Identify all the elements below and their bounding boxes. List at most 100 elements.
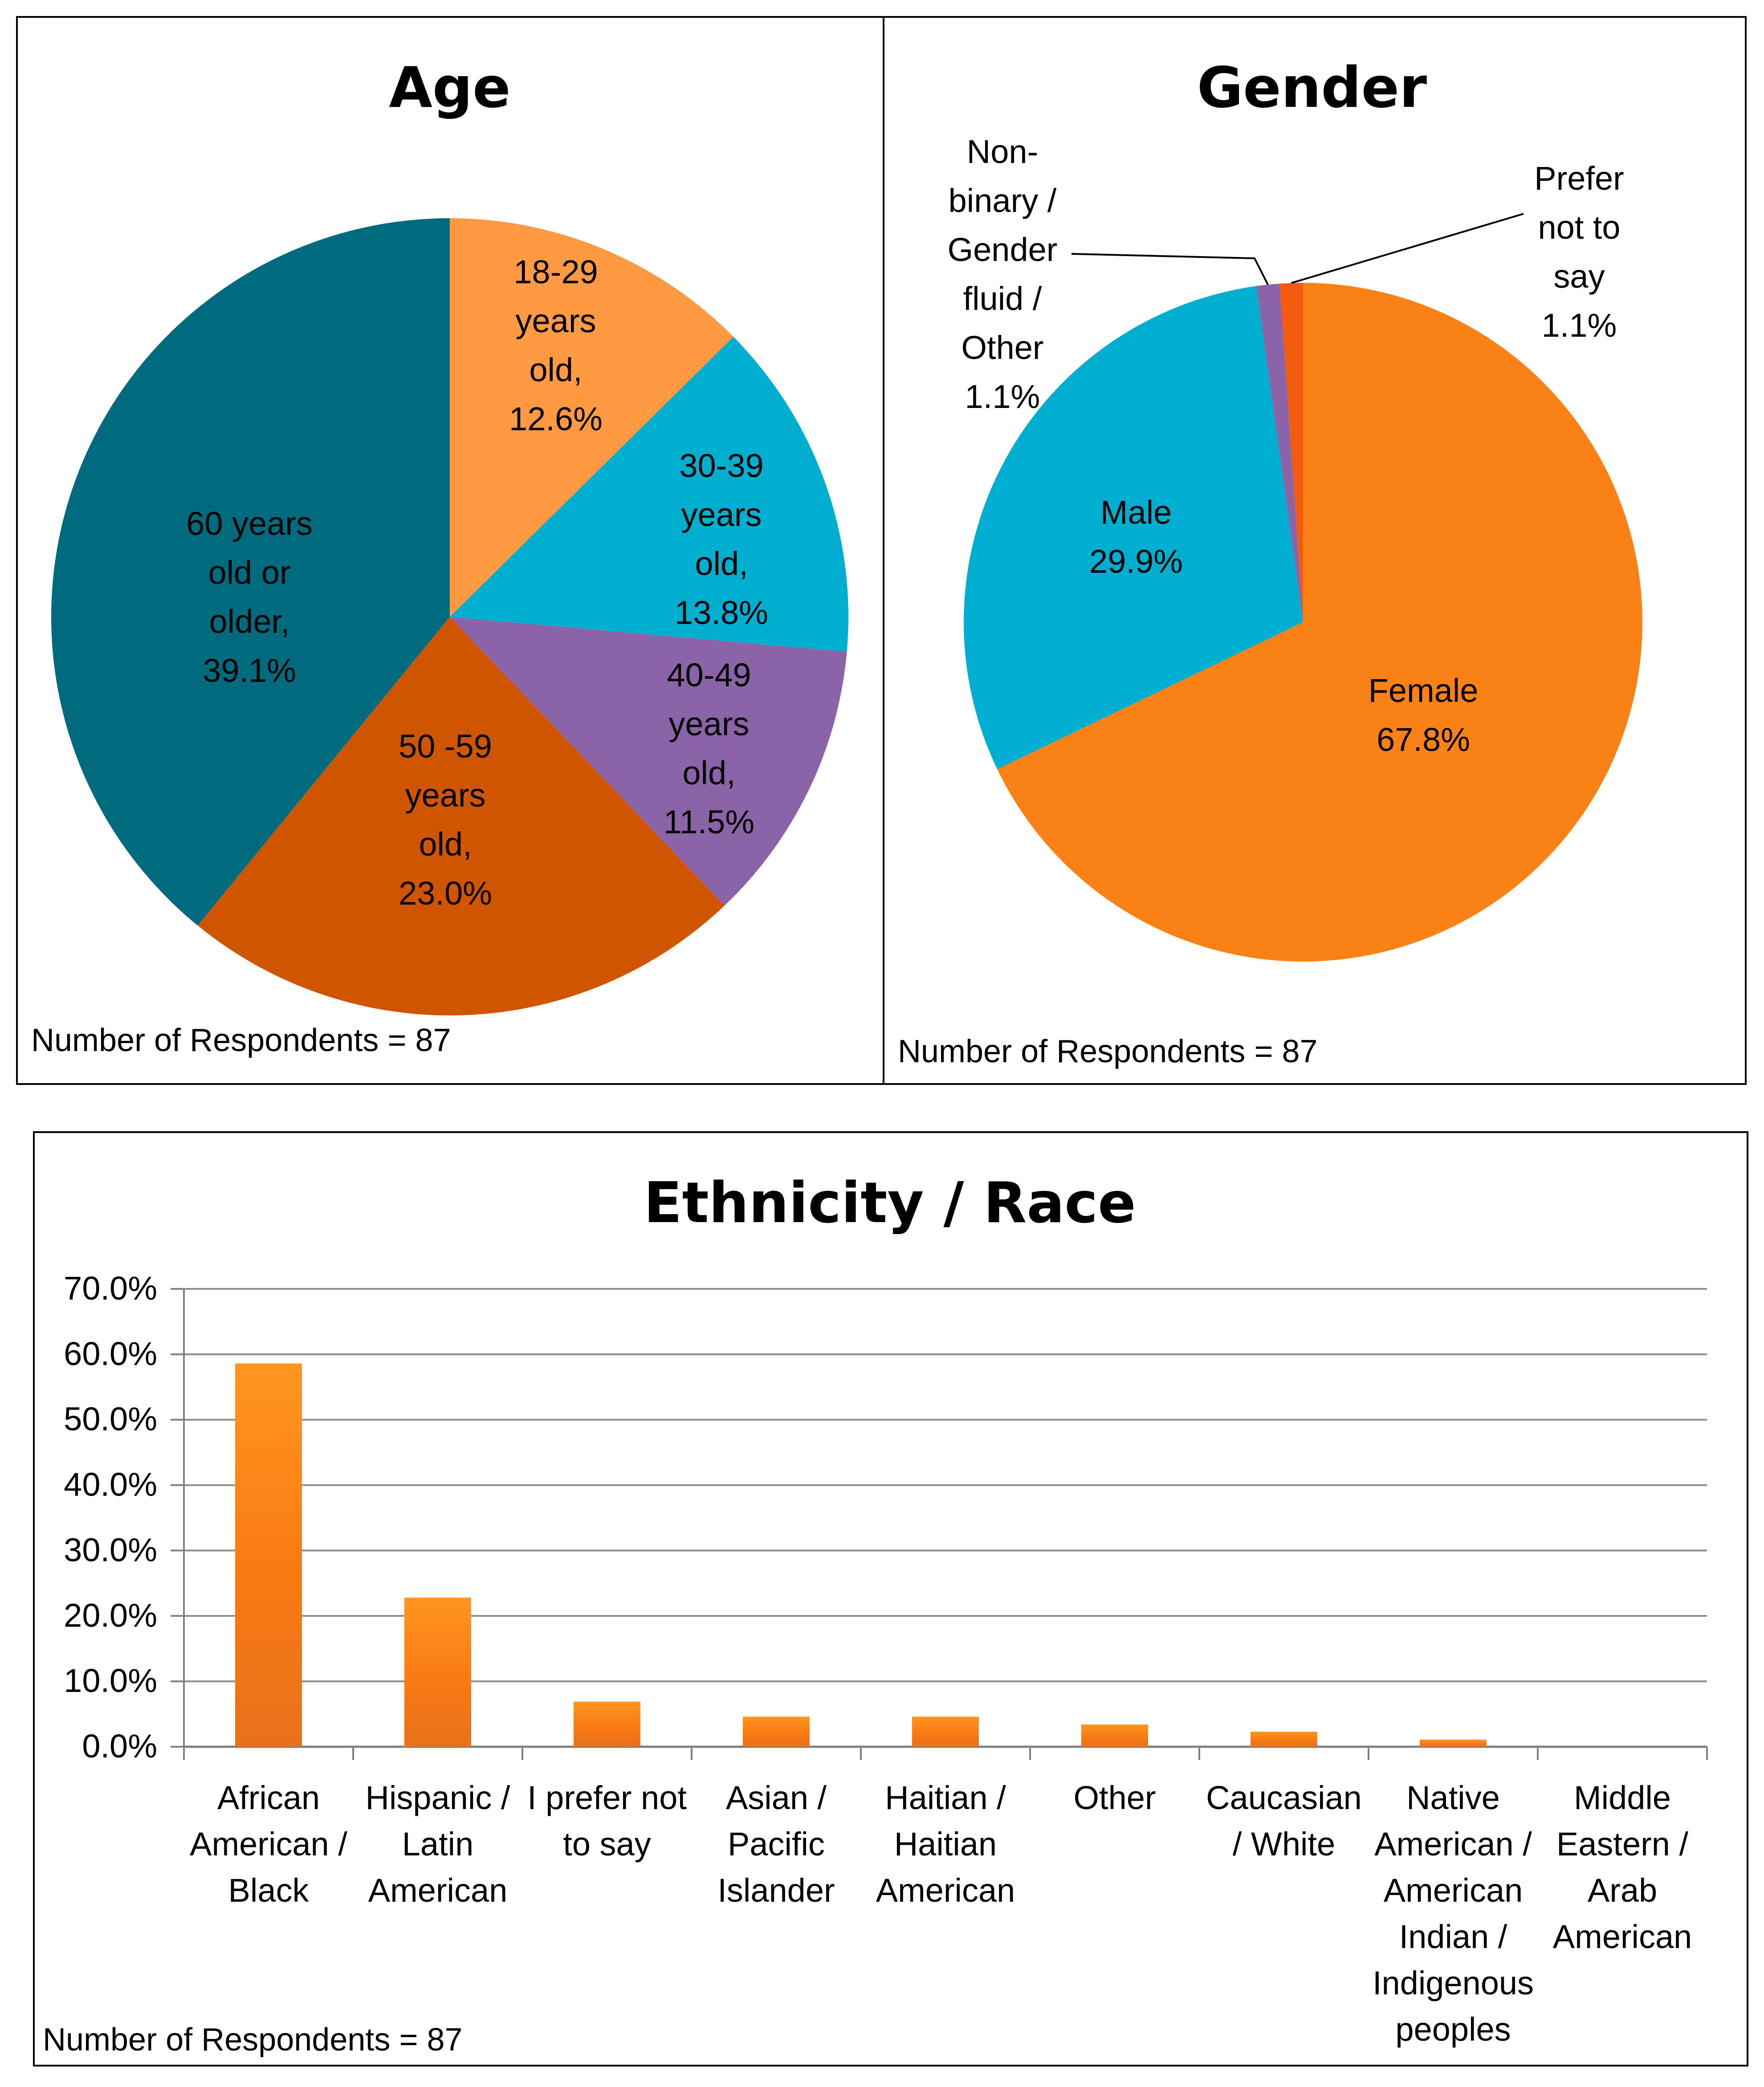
x-category-label-line: Islander	[717, 1872, 835, 1909]
age-slice-label-line: old,	[419, 826, 472, 863]
gender-slice-label-line: 1.1%	[1542, 307, 1617, 344]
x-category-label-line: Haitian /	[885, 1779, 1006, 1816]
x-category-label-line: / White	[1233, 1826, 1335, 1863]
gender-pie-chart: Gender Female 67.8% Male 29.9% Non-binary / G…	[948, 55, 1642, 962]
ethnicity-respondents-note: Number of Respondents = 87	[43, 2022, 463, 2058]
gender-chart-panel: Gender Female 67.8% Male 29.9% Non-binary / G…	[883, 16, 1747, 1085]
gender-slice-label-line: 1.1%	[965, 378, 1040, 415]
x-category-label-line: American /	[190, 1826, 347, 1863]
age-slice-label-line: 12.6%	[509, 400, 603, 437]
age-pie-chart: Age 18-29 years old, 12.6% 30-39 years old, 13.…	[51, 55, 848, 1015]
age-slice-label-line: years	[516, 302, 596, 339]
x-category-label-line: Middle	[1574, 1779, 1671, 1816]
gender-slice	[1279, 283, 1303, 622]
gender-slice	[1256, 283, 1303, 622]
age-slice-label-line: years	[405, 777, 486, 814]
gender-slice-label-line: Gender	[948, 231, 1058, 268]
x-category-label-line: Caucasian	[1206, 1779, 1362, 1816]
age-slice-label-line: 39.1%	[203, 652, 296, 689]
age-slice	[450, 337, 848, 652]
age-slice-label: 60 years old or older, 39.1%	[186, 505, 313, 689]
x-category-label-line: Latin	[402, 1826, 473, 1863]
age-slice-label: 50 -59 years old, 23.0%	[399, 728, 492, 912]
gender-slice-label: Female 67.8%	[1369, 672, 1479, 758]
gender-slice-label: Male 29.9%	[1089, 494, 1183, 580]
x-category-label-line: Asian /	[726, 1779, 827, 1816]
age-slice-label-line: old or	[208, 554, 290, 591]
gender-slice	[964, 286, 1303, 770]
x-category-label-line: American	[1384, 1872, 1523, 1909]
x-category-label: Native American / American Indian / Indigeno…	[1373, 1779, 1534, 2048]
age-slice-label-line: 11.5%	[664, 803, 754, 840]
age-slice-label-line: older,	[209, 603, 289, 640]
x-category-label: Asian / Pacific Islander	[717, 1779, 835, 1909]
x-category-label: Hispanic / Latin American	[366, 1779, 510, 1909]
x-category-label: Middle Eastern / Arab American	[1553, 1779, 1692, 1955]
gender-respondents-note: Number of Respondents = 87	[898, 1034, 1318, 1069]
y-tick-label: 50.0%	[64, 1401, 157, 1438]
x-category-label-line: American	[876, 1872, 1015, 1909]
gender-slice-label-line: 67.8%	[1377, 721, 1470, 758]
ethnicity-bar-chart: Ethnicity / Race 0.0% 10.0% 20.0% 30.0% 40.0…	[64, 1170, 1708, 2048]
age-slice-label-line: 60 years	[186, 505, 313, 542]
ethnicity-bar	[574, 1701, 640, 1747]
gender-slice	[997, 283, 1642, 962]
y-tick-label: 20.0%	[64, 1597, 157, 1634]
x-category-label-line: Haitian	[894, 1826, 997, 1863]
x-category-label-line: American	[1553, 1918, 1692, 1955]
age-slice-label: 40-49 years old, 11.5%	[664, 656, 754, 840]
age-slice-label-line: 13.8%	[675, 594, 768, 631]
x-category-label-line: African	[217, 1779, 320, 1816]
ethnicity-bar	[912, 1716, 979, 1747]
x-category-label-line: Indian /	[1399, 1918, 1507, 1955]
gender-slice-label: Non-binary / Gender fluid / Other 1.1%	[948, 133, 1058, 415]
x-category-label-line: American	[368, 1872, 508, 1909]
age-slice	[197, 617, 725, 1015]
x-category-label-line: peoples	[1395, 2011, 1511, 2048]
ethnicity-bar	[1420, 1739, 1487, 1747]
x-category-label-line: I prefer not	[527, 1779, 687, 1816]
age-slice-label-line: years	[681, 496, 762, 533]
ethnicity-bar	[404, 1598, 471, 1747]
ethnicity-bar	[1081, 1724, 1148, 1747]
age-slice-label-line: old,	[695, 545, 748, 582]
age-slice-label-line: 30-39	[679, 447, 763, 484]
y-tick-label: 0.0%	[82, 1728, 157, 1765]
gender-slice-label-line: Female	[1369, 672, 1479, 709]
age-slice-label-line: old,	[682, 754, 735, 791]
gender-slice-label-line: 29.9%	[1089, 543, 1183, 580]
y-tick-label: 70.0%	[64, 1270, 157, 1307]
y-tick-label: 30.0%	[64, 1531, 157, 1568]
y-tick-label: 40.0%	[64, 1466, 157, 1503]
x-category-label: I prefer not to say	[527, 1779, 687, 1863]
age-slice	[450, 218, 733, 617]
gender-slice-label-line: say	[1553, 258, 1605, 295]
x-category-label-line: Pacific	[728, 1826, 825, 1863]
y-tick-label: 60.0%	[64, 1335, 157, 1372]
age-respondents-note: Number of Respondents = 87	[31, 1023, 451, 1058]
y-tick-label: 10.0%	[64, 1662, 157, 1699]
x-category-label: African American / Black	[190, 1779, 347, 1909]
x-category-label-line: Indigenous	[1373, 1965, 1534, 2001]
age-slice	[51, 218, 450, 926]
age-slice-label-line: years	[669, 705, 750, 742]
age-chart-panel: Age 18-29 years old, 12.6% 30-39 years old, 13.…	[16, 16, 884, 1085]
age-slice-label-line: 50 -59	[399, 728, 492, 765]
age-slice-label-line: old,	[529, 351, 582, 388]
prefer-not-leader-line	[1291, 213, 1524, 284]
x-category-label-line: Other	[1073, 1779, 1156, 1816]
gender-slice-label: Prefer not to say 1.1%	[1534, 160, 1624, 344]
x-category-label-line: to say	[563, 1826, 651, 1863]
age-slice-label-line: 23.0%	[399, 875, 492, 912]
age-slice	[450, 617, 847, 906]
gender-chart-title: Gender	[1197, 55, 1427, 120]
ethnicity-chart-panel: Ethnicity / Race 0.0% 10.0% 20.0% 30.0% 40.0…	[33, 1131, 1748, 2067]
x-category-label: Caucasian / White	[1206, 1779, 1362, 1863]
age-slice-label: 18-29 years old, 12.6%	[509, 253, 603, 437]
gender-slice-label-line: Non-	[967, 133, 1038, 170]
x-category-label: Haitian / Haitian American	[876, 1779, 1015, 1909]
gender-slice-label-line: Other	[961, 329, 1043, 366]
x-category-label-line: Black	[228, 1872, 310, 1909]
x-category-label-line: Hispanic /	[366, 1779, 510, 1816]
gender-slice-label-line: binary /	[949, 182, 1057, 219]
